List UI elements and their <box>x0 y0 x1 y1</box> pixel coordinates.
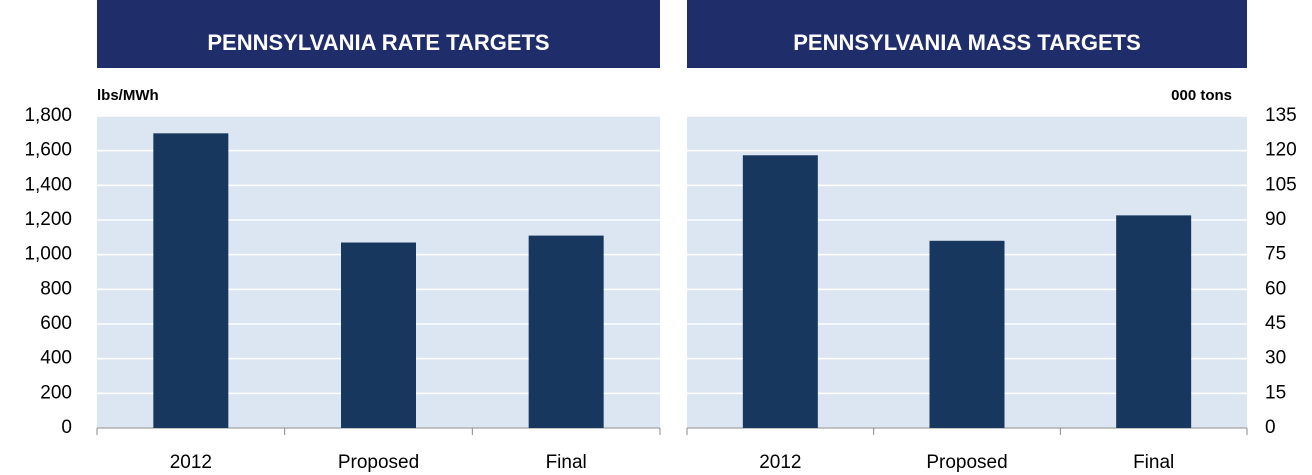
bar <box>929 240 1005 428</box>
x-tick-label: Final <box>546 452 587 473</box>
y-tick-label: 1,000 <box>24 244 72 265</box>
y-tick-label: 0 <box>61 417 72 438</box>
y-axis-unit: 000 tons <box>1171 87 1232 104</box>
y-tick-label: 60 <box>1265 278 1286 299</box>
y-tick-label: 400 <box>40 348 72 369</box>
bar <box>341 242 416 428</box>
y-tick-label: 600 <box>40 313 72 334</box>
y-tick-label: 15 <box>1265 382 1286 403</box>
header <box>97 0 660 68</box>
y-tick-label: 1,200 <box>24 209 72 230</box>
chart-title: PENNSYLVANIA RATE TARGETS <box>207 30 549 55</box>
y-tick-label: 1,800 <box>24 105 72 126</box>
y-tick-label: 200 <box>40 382 72 403</box>
x-tick-label: Final <box>1133 452 1174 473</box>
bar <box>528 235 604 428</box>
y-tick-label: 90 <box>1265 209 1286 230</box>
y-tick-label: 105 <box>1265 174 1297 195</box>
bar <box>1116 215 1192 428</box>
chart-title: PENNSYLVANIA MASS TARGETS <box>793 30 1141 55</box>
header <box>687 0 1247 68</box>
y-tick-label: 75 <box>1265 244 1286 265</box>
x-tick-label: Proposed <box>338 452 419 473</box>
y-tick-label: 135 <box>1265 105 1297 126</box>
x-tick-label: Proposed <box>926 452 1007 473</box>
y-tick-label: 1,400 <box>24 174 72 195</box>
x-tick-label: 2012 <box>170 452 212 473</box>
y-tick-label: 45 <box>1265 313 1286 334</box>
y-tick-label: 30 <box>1265 348 1286 369</box>
bar <box>742 155 818 429</box>
x-tick-label: 2012 <box>759 452 801 473</box>
y-tick-label: 1,600 <box>24 140 72 161</box>
y-tick-label: 120 <box>1265 140 1297 161</box>
y-axis-unit: lbs/MWh <box>97 87 159 104</box>
y-tick-label: 0 <box>1265 417 1276 438</box>
bar <box>153 133 229 429</box>
y-tick-label: 800 <box>40 278 72 299</box>
